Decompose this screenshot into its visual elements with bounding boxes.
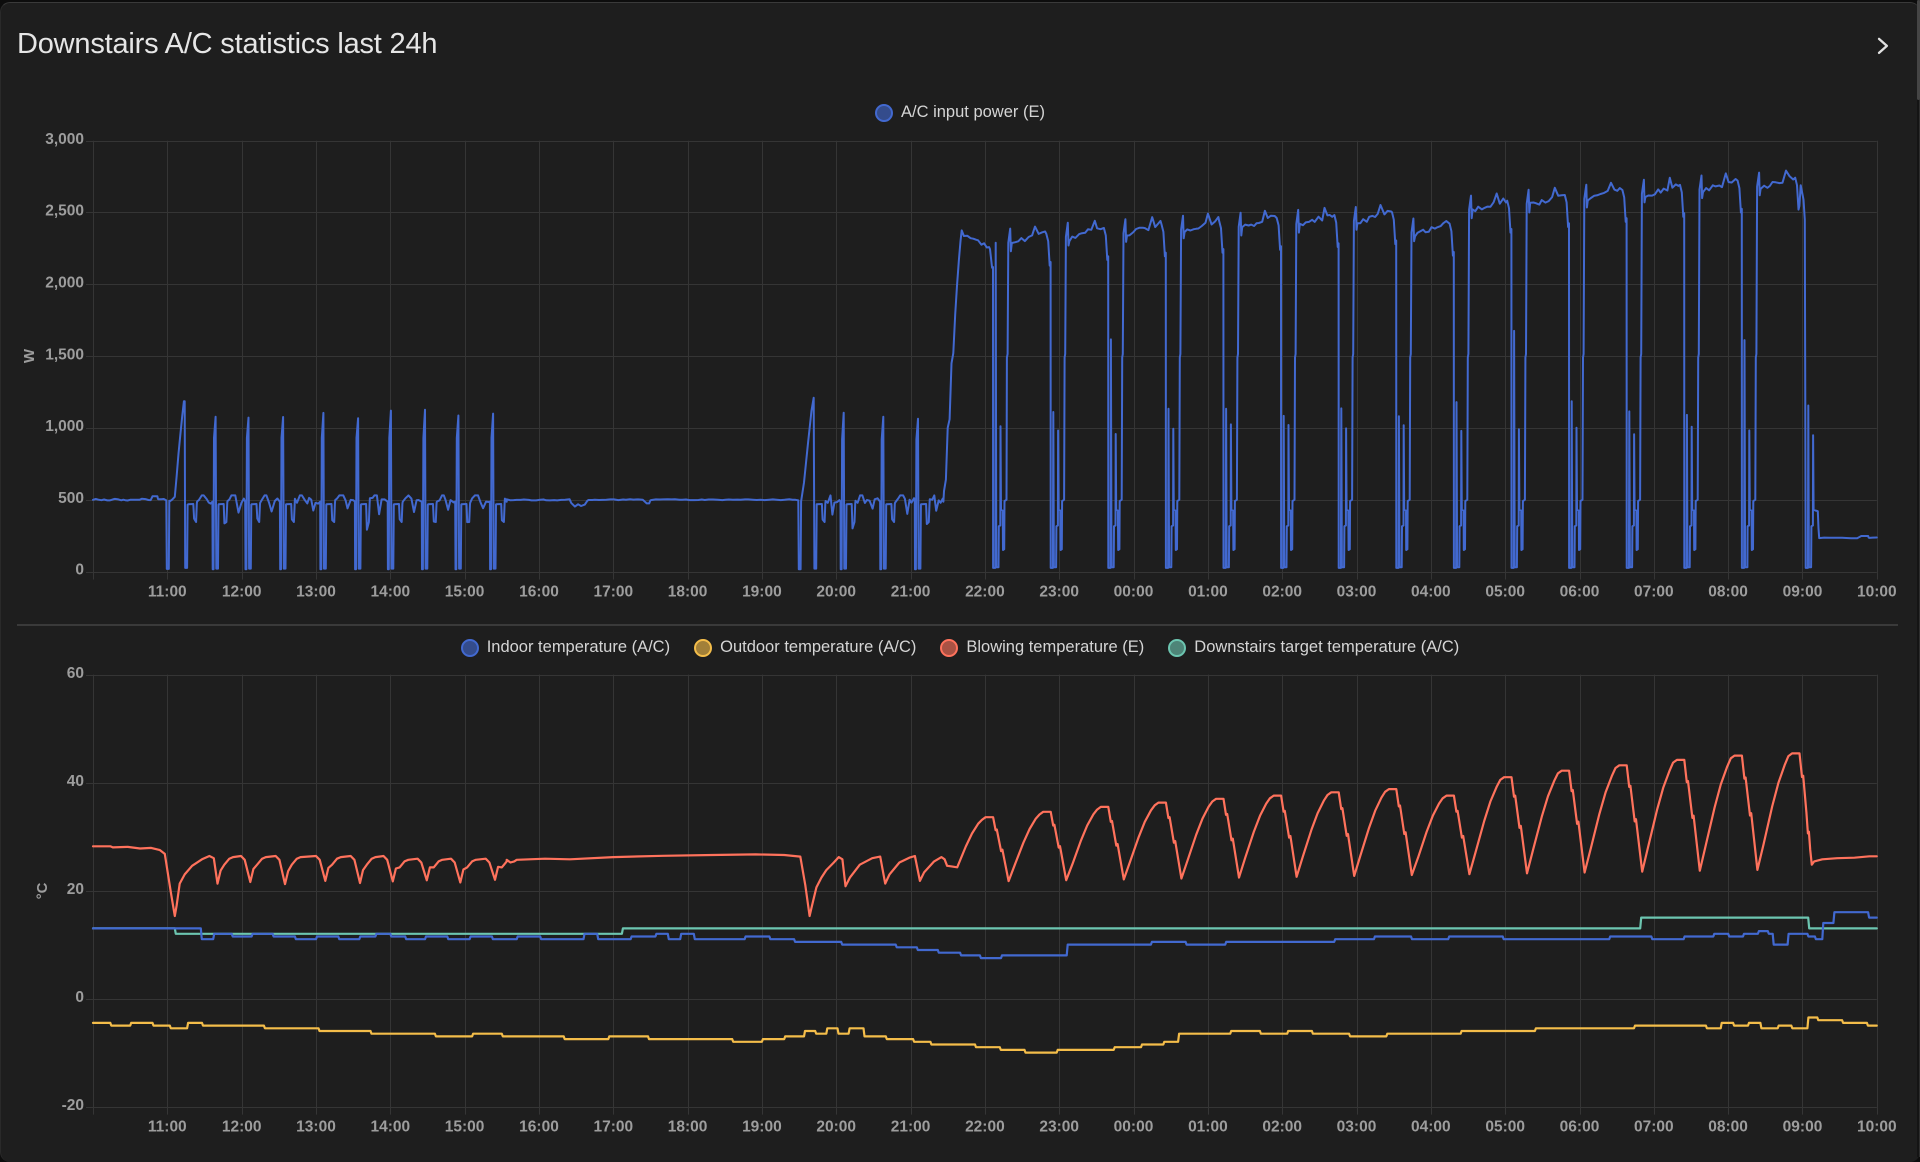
svg-text:15:00: 15:00 — [445, 584, 485, 601]
svg-text:°C: °C — [34, 882, 51, 899]
svg-text:16:00: 16:00 — [519, 1119, 559, 1136]
svg-text:3,000: 3,000 — [45, 131, 84, 148]
svg-text:14:00: 14:00 — [370, 1119, 410, 1136]
svg-text:23:00: 23:00 — [1039, 584, 1079, 601]
svg-text:2,500: 2,500 — [45, 203, 84, 220]
svg-text:11:00: 11:00 — [148, 1119, 187, 1136]
svg-text:09:00: 09:00 — [1783, 1119, 1823, 1136]
svg-text:0: 0 — [75, 989, 84, 1006]
svg-text:04:00: 04:00 — [1411, 1119, 1451, 1136]
svg-text:12:00: 12:00 — [222, 1119, 262, 1136]
svg-text:13:00: 13:00 — [296, 1119, 336, 1136]
svg-text:0: 0 — [75, 562, 84, 579]
svg-text:1,500: 1,500 — [45, 346, 84, 363]
svg-text:17:00: 17:00 — [593, 584, 633, 601]
svg-text:18:00: 18:00 — [668, 584, 708, 601]
svg-text:W: W — [21, 348, 38, 363]
svg-text:20:00: 20:00 — [816, 1119, 856, 1136]
svg-text:07:00: 07:00 — [1634, 584, 1674, 601]
svg-text:00:00: 00:00 — [1114, 1119, 1154, 1136]
svg-text:09:00: 09:00 — [1783, 584, 1823, 601]
svg-text:05:00: 05:00 — [1485, 584, 1525, 601]
svg-text:14:00: 14:00 — [370, 584, 410, 601]
svg-text:20: 20 — [67, 881, 84, 898]
svg-text:08:00: 08:00 — [1708, 584, 1748, 601]
svg-text:60: 60 — [67, 665, 84, 682]
svg-text:19:00: 19:00 — [742, 584, 782, 601]
svg-text:02:00: 02:00 — [1262, 1119, 1302, 1136]
svg-text:40: 40 — [67, 773, 84, 790]
svg-text:02:00: 02:00 — [1262, 584, 1302, 601]
svg-text:10:00: 10:00 — [1857, 584, 1897, 601]
svg-text:17:00: 17:00 — [593, 1119, 633, 1136]
svg-text:22:00: 22:00 — [965, 1119, 1005, 1136]
svg-text:03:00: 03:00 — [1337, 584, 1377, 601]
svg-text:08:00: 08:00 — [1708, 1119, 1748, 1136]
svg-text:21:00: 21:00 — [891, 584, 931, 601]
svg-text:03:00: 03:00 — [1337, 1119, 1377, 1136]
svg-text:16:00: 16:00 — [519, 584, 559, 601]
svg-text:06:00: 06:00 — [1560, 584, 1600, 601]
svg-text:12:00: 12:00 — [222, 584, 262, 601]
svg-text:23:00: 23:00 — [1039, 1119, 1079, 1136]
svg-text:06:00: 06:00 — [1560, 1119, 1600, 1136]
svg-text:04:00: 04:00 — [1411, 584, 1451, 601]
svg-text:22:00: 22:00 — [965, 584, 1005, 601]
svg-text:05:00: 05:00 — [1485, 1119, 1525, 1136]
svg-text:19:00: 19:00 — [742, 1119, 782, 1136]
svg-text:15:00: 15:00 — [445, 1119, 485, 1136]
svg-text:1,000: 1,000 — [45, 418, 84, 435]
svg-text:00:00: 00:00 — [1114, 584, 1154, 601]
svg-text:18:00: 18:00 — [668, 1119, 708, 1136]
svg-text:13:00: 13:00 — [296, 584, 336, 601]
svg-text:01:00: 01:00 — [1188, 1119, 1228, 1136]
svg-text:07:00: 07:00 — [1634, 1119, 1674, 1136]
svg-text:11:00: 11:00 — [148, 584, 187, 601]
svg-text:01:00: 01:00 — [1188, 584, 1228, 601]
svg-text:10:00: 10:00 — [1857, 1119, 1897, 1136]
svg-text:20:00: 20:00 — [816, 584, 856, 601]
svg-text:2,000: 2,000 — [45, 275, 84, 292]
svg-text:-20: -20 — [62, 1097, 84, 1114]
svg-text:21:00: 21:00 — [891, 1119, 931, 1136]
svg-text:500: 500 — [58, 490, 84, 507]
